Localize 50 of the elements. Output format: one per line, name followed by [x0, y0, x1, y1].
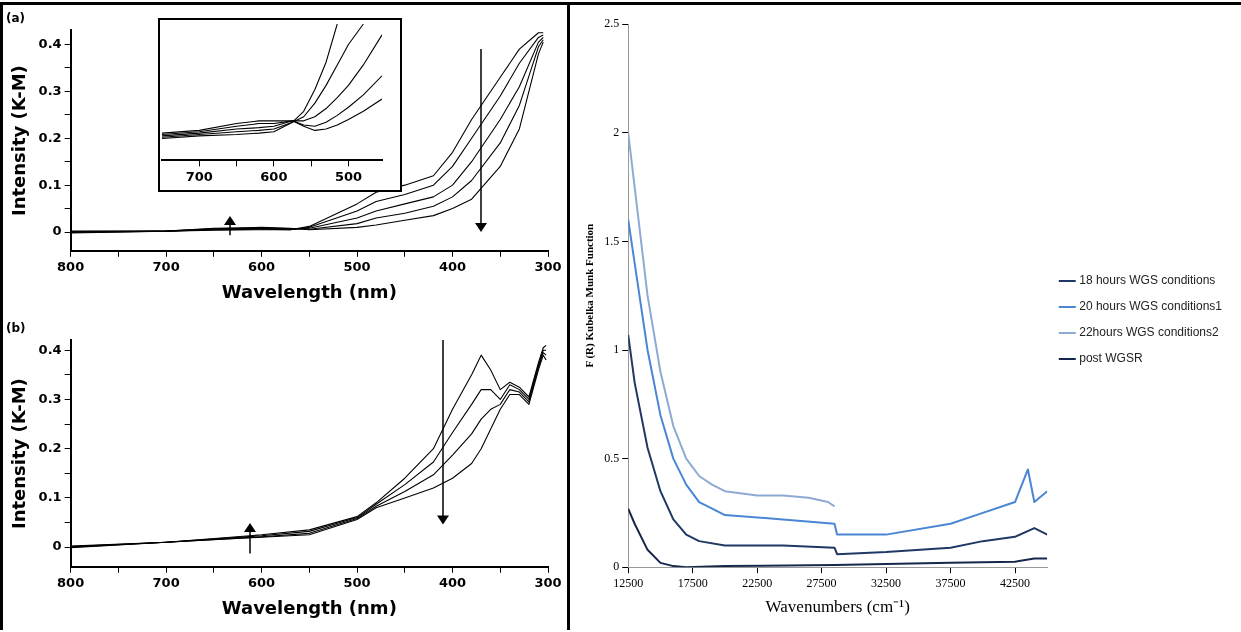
x-tick-label: 700 — [152, 258, 180, 274]
legend-label: 18 hours WGS conditions — [1079, 273, 1216, 288]
y-tick-label: 0.3 — [38, 390, 62, 406]
x-tick-label: 300 — [534, 574, 562, 590]
y-axis-title: Intensity (K-M) — [8, 65, 30, 217]
x-tick-label: 37500 — [935, 575, 966, 590]
x-tick-label: 300 — [534, 258, 562, 274]
x-axis-title: Wavenumbers (cm⁻¹) — [765, 597, 910, 617]
legend-label: post WGSR — [1079, 351, 1143, 366]
y-tick-label: 0 — [52, 223, 62, 239]
x-tick-label: 500 — [343, 574, 371, 590]
y-tick-label: 0.1 — [38, 176, 62, 192]
x-tick-label: 12500 — [613, 575, 644, 590]
x-tick-label: 17500 — [677, 575, 708, 590]
x-tick-label: 800 — [57, 574, 85, 590]
y-tick-label: 0.2 — [38, 129, 62, 145]
y-tick-label: 0.4 — [38, 341, 62, 357]
chart-title: (b) — [6, 321, 26, 336]
y-axis-title: F (R) Kubelka Munk Function — [583, 223, 597, 368]
y-tick-label: 0.5 — [604, 450, 620, 465]
x-tick-label: 400 — [438, 258, 467, 274]
x-tick-label: 500 — [343, 258, 371, 274]
x-tick-label: 22500 — [742, 575, 773, 590]
x-tick-label: 700 — [185, 168, 213, 184]
y-axis-title: Intensity (K-M) — [8, 378, 30, 530]
x-tick-label: 700 — [152, 574, 180, 590]
legend-label: 20 hours WGS conditions1 — [1079, 299, 1223, 314]
x-tick-label: 32500 — [871, 575, 902, 590]
x-tick-label: 600 — [248, 258, 276, 274]
y-tick-label: 0.4 — [38, 35, 62, 51]
x-tick-label: 400 — [438, 574, 467, 590]
y-tick-label: 1 — [613, 342, 620, 357]
x-tick-label: 800 — [57, 258, 85, 274]
x-tick-label: 600 — [248, 574, 276, 590]
legend-label: 22hours WGS conditions2 — [1079, 325, 1219, 340]
y-tick-label: 2 — [613, 124, 620, 139]
y-tick-label: 0 — [613, 559, 620, 574]
x-tick-label: 500 — [334, 168, 363, 184]
y-tick-label: 1.5 — [604, 233, 620, 248]
chart-title: (a) — [6, 11, 26, 26]
y-tick-label: 0.3 — [38, 82, 62, 98]
y-tick-label: 0 — [52, 538, 62, 554]
y-tick-label: 0.1 — [38, 489, 62, 505]
x-tick-label: 42500 — [1000, 575, 1031, 590]
y-tick-label: 0.2 — [38, 440, 62, 456]
y-tick-label: 2.5 — [604, 16, 620, 31]
x-tick-label: 600 — [260, 168, 288, 184]
x-tick-label: 27500 — [806, 575, 837, 590]
x-axis-title: Wavelength (nm) — [221, 596, 397, 618]
x-axis-title: Wavelength (nm) — [221, 280, 397, 302]
